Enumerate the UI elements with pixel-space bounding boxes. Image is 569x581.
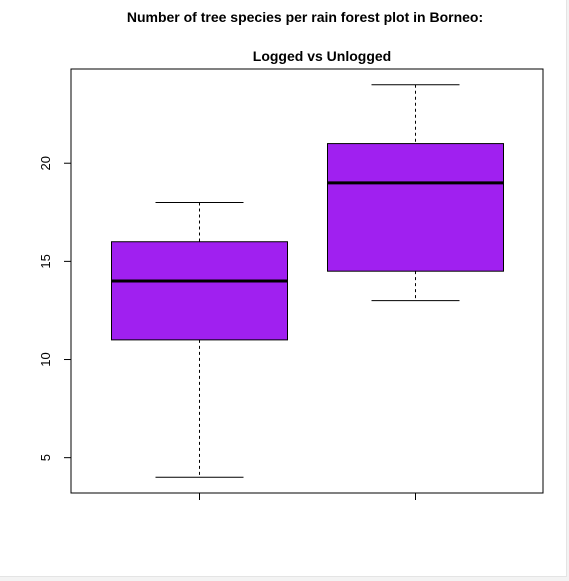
chart-title-line-1: Number of tree species per rain forest p… <box>127 9 483 25</box>
iqr-box <box>327 143 504 272</box>
x-axis <box>199 493 416 500</box>
y-axis: 5 10 15 20 <box>38 156 72 461</box>
y-tick-label: 10 <box>38 352 53 366</box>
y-tick-label: 5 <box>38 454 53 461</box>
chart-title-line-2: Logged vs Unlogged <box>253 48 391 64</box>
y-tick-label: 15 <box>38 254 53 268</box>
y-tick-label: 20 <box>38 156 53 170</box>
iqr-box <box>111 241 288 341</box>
boxes-group <box>111 84 504 478</box>
